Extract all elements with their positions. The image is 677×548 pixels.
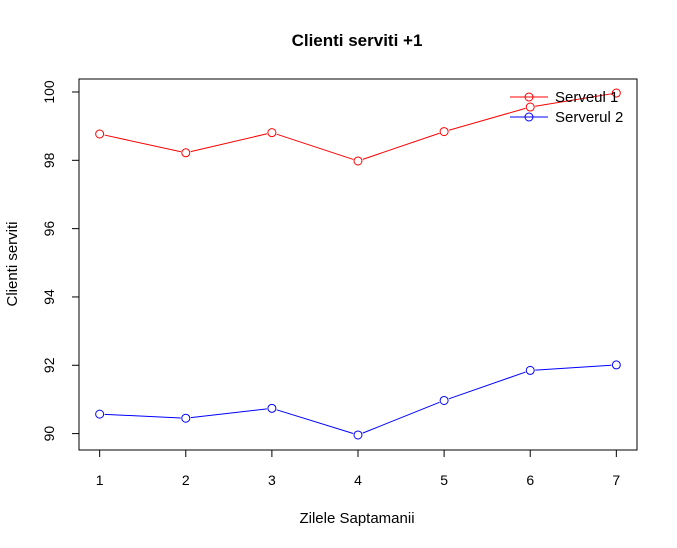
series-1 [95, 88, 621, 166]
series-1-point [267, 128, 277, 138]
series-1-segment [276, 133, 354, 160]
x-axis-label: Zilele Saptamanii [299, 510, 414, 527]
series-1-segment [104, 134, 181, 153]
series-1-segment [362, 132, 440, 160]
series-1-point [439, 127, 449, 137]
series-1-point [611, 88, 621, 98]
x-tick-label: 2 [182, 472, 190, 488]
legend-label-2: Serverul 2 [555, 109, 623, 126]
y-tick-label: 98 [41, 152, 57, 168]
series-2-point [439, 395, 449, 405]
y-tick-label: 92 [41, 357, 57, 373]
y-tick-label: 90 [41, 426, 57, 442]
x-tick-label: 5 [440, 472, 448, 488]
series-layer [95, 88, 621, 440]
series-2-point [611, 360, 621, 370]
x-tick-label: 7 [612, 472, 620, 488]
legend: Serveul 1 Serverul 2 [510, 89, 623, 126]
y-axis: 90 92 94 96 98 100 [41, 80, 80, 442]
series-1-segment [190, 133, 268, 153]
x-tick-label: 4 [354, 472, 362, 488]
series-2-segment [190, 408, 267, 419]
series-2-point [95, 409, 105, 419]
series-1-point [181, 148, 191, 158]
series-2-segment [535, 364, 612, 371]
y-axis-label: Clienti serviti [4, 221, 21, 306]
y-tick-label: 94 [41, 289, 57, 305]
x-axis: 1 2 3 4 5 6 7 [96, 449, 620, 488]
chart-title: Clienti serviti +1 [292, 31, 423, 50]
series-1-segment [448, 107, 526, 131]
series-2-point [525, 365, 535, 375]
x-tick-label: 3 [268, 472, 276, 488]
y-tick-label: 100 [41, 80, 57, 104]
plot-area-frame [78, 78, 638, 451]
series-2-point [267, 403, 277, 413]
x-tick-label: 1 [96, 472, 104, 488]
y-tick-label: 96 [41, 221, 57, 237]
series-2-point [353, 430, 363, 440]
x-tick-label: 6 [526, 472, 534, 488]
series-2-segment [104, 413, 181, 419]
series-1-point [95, 129, 105, 139]
series-1-segment [535, 93, 612, 107]
series-1-point [525, 102, 535, 112]
series-2-segment [276, 409, 354, 434]
series-1-point [353, 156, 363, 166]
legend-marker-2 [524, 112, 534, 122]
series-2-segment [362, 401, 440, 434]
series-2 [95, 360, 621, 440]
legend-label-1: Serveul 1 [555, 89, 618, 106]
legend-marker-1 [524, 92, 534, 102]
series-2-segment [448, 371, 526, 400]
series-2-point [181, 413, 191, 423]
